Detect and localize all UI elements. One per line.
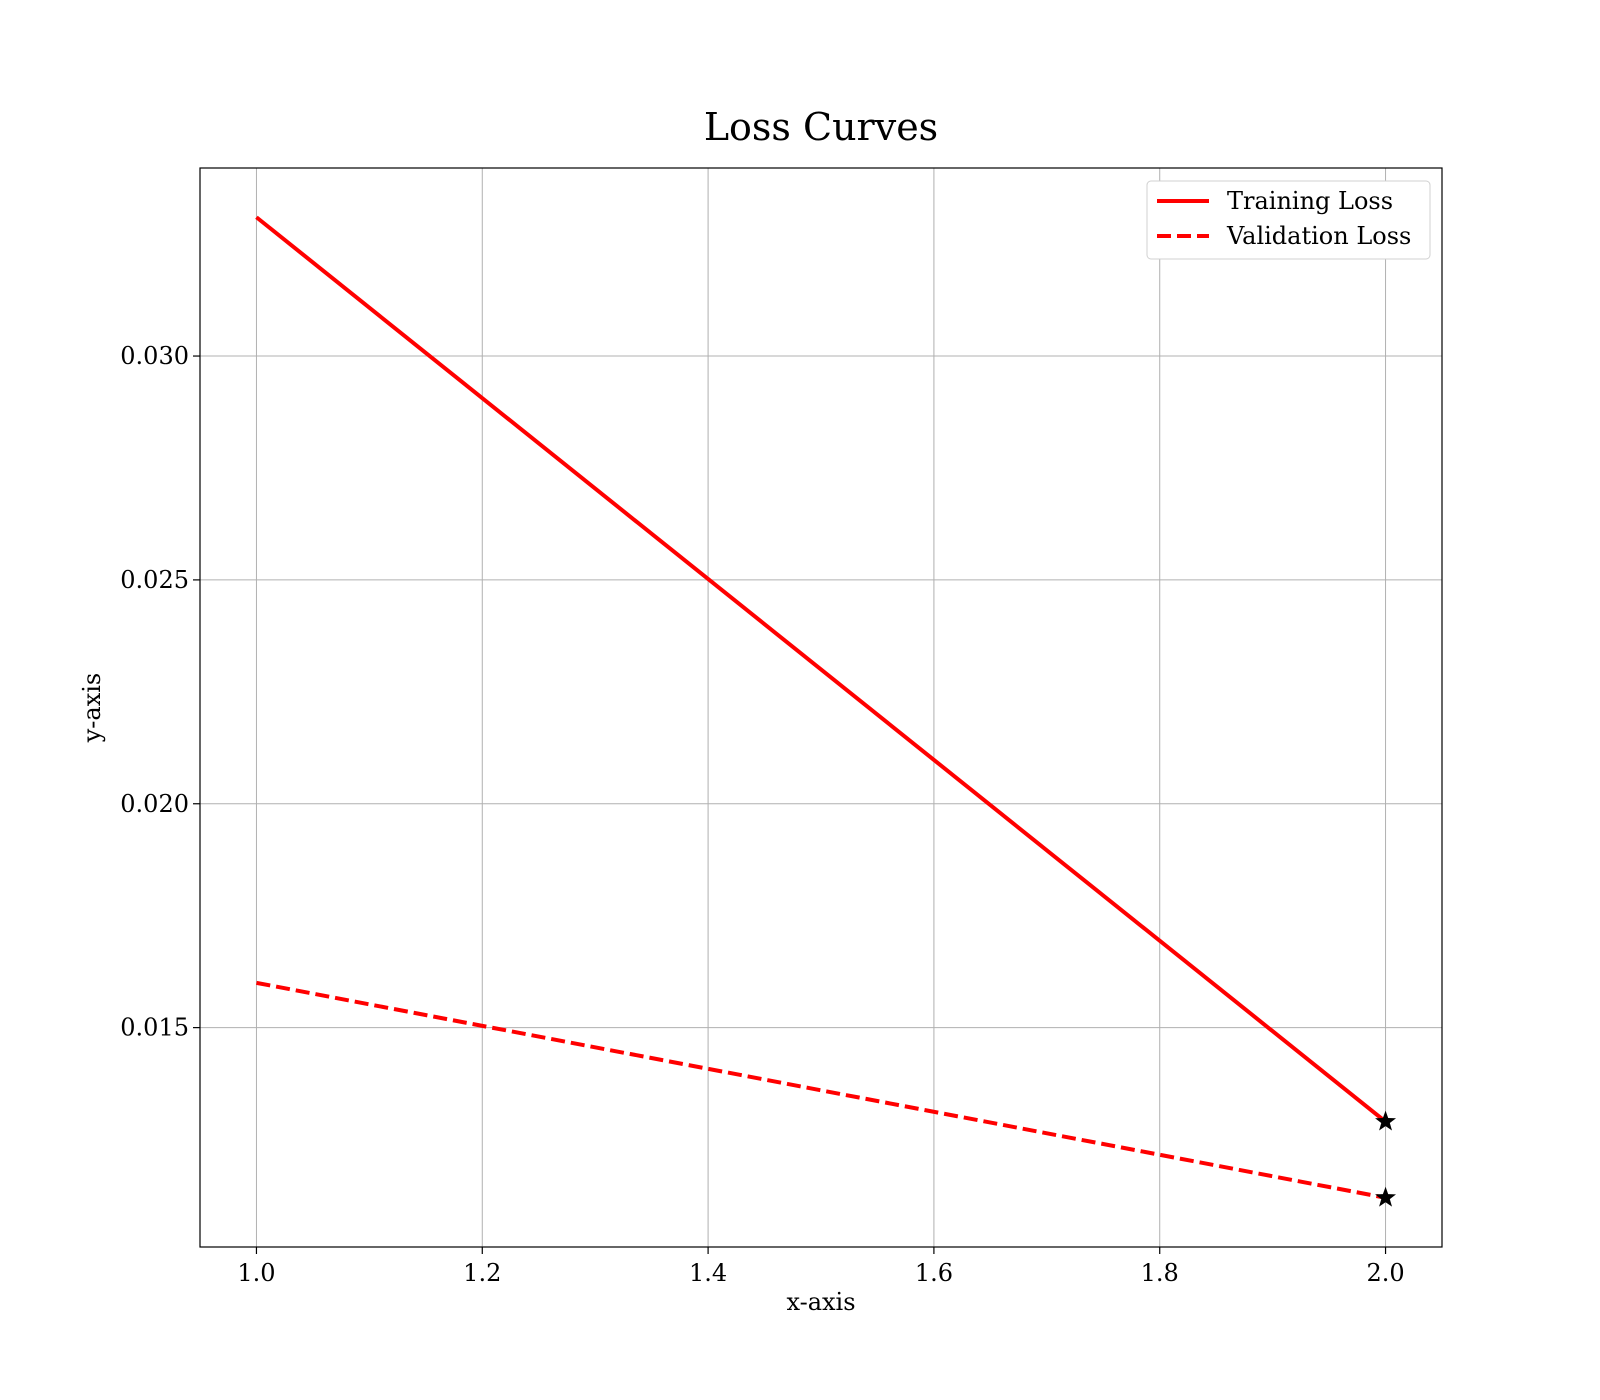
grid-layer <box>200 168 1442 1247</box>
x-tick-label: 1.0 <box>237 1259 275 1287</box>
x-tick-label: 1.6 <box>915 1259 953 1287</box>
x-tick-label: 1.2 <box>463 1259 501 1287</box>
legend-label-training-loss: Training Loss <box>1227 187 1393 215</box>
y-tick-label: 0.015 <box>120 1014 189 1042</box>
y-tick-label: 0.025 <box>120 566 189 594</box>
legend-label-validation-loss: Validation Loss <box>1226 222 1411 250</box>
x-tick-label: 1.4 <box>689 1259 727 1287</box>
tick-layer: 1.0 1.2 1.4 1.6 1.8 2.0 0.015 0.020 0.025 0.030 <box>120 342 1404 1287</box>
y-axis-label: y-axis <box>78 673 106 744</box>
legend: Training Loss Validation Loss <box>1146 180 1431 260</box>
x-tick-label: 1.8 <box>1141 1259 1179 1287</box>
series-line-training-loss <box>255 215 1387 1124</box>
series-line-validation-loss <box>256 980 1386 1200</box>
y-tick-label: 0.030 <box>120 342 189 370</box>
chart-title: Loss Curves <box>704 105 938 149</box>
x-axis-label: x-axis <box>786 1288 855 1316</box>
x-tick-label: 2.0 <box>1366 1259 1404 1287</box>
legend-box <box>1146 180 1431 260</box>
y-tick-label: 0.020 <box>120 790 189 818</box>
series-end-marker-star <box>1375 1186 1397 1207</box>
series-layer <box>255 215 1397 1207</box>
plot-frame <box>199 167 1443 1248</box>
series-end-marker-star <box>1375 1110 1397 1131</box>
